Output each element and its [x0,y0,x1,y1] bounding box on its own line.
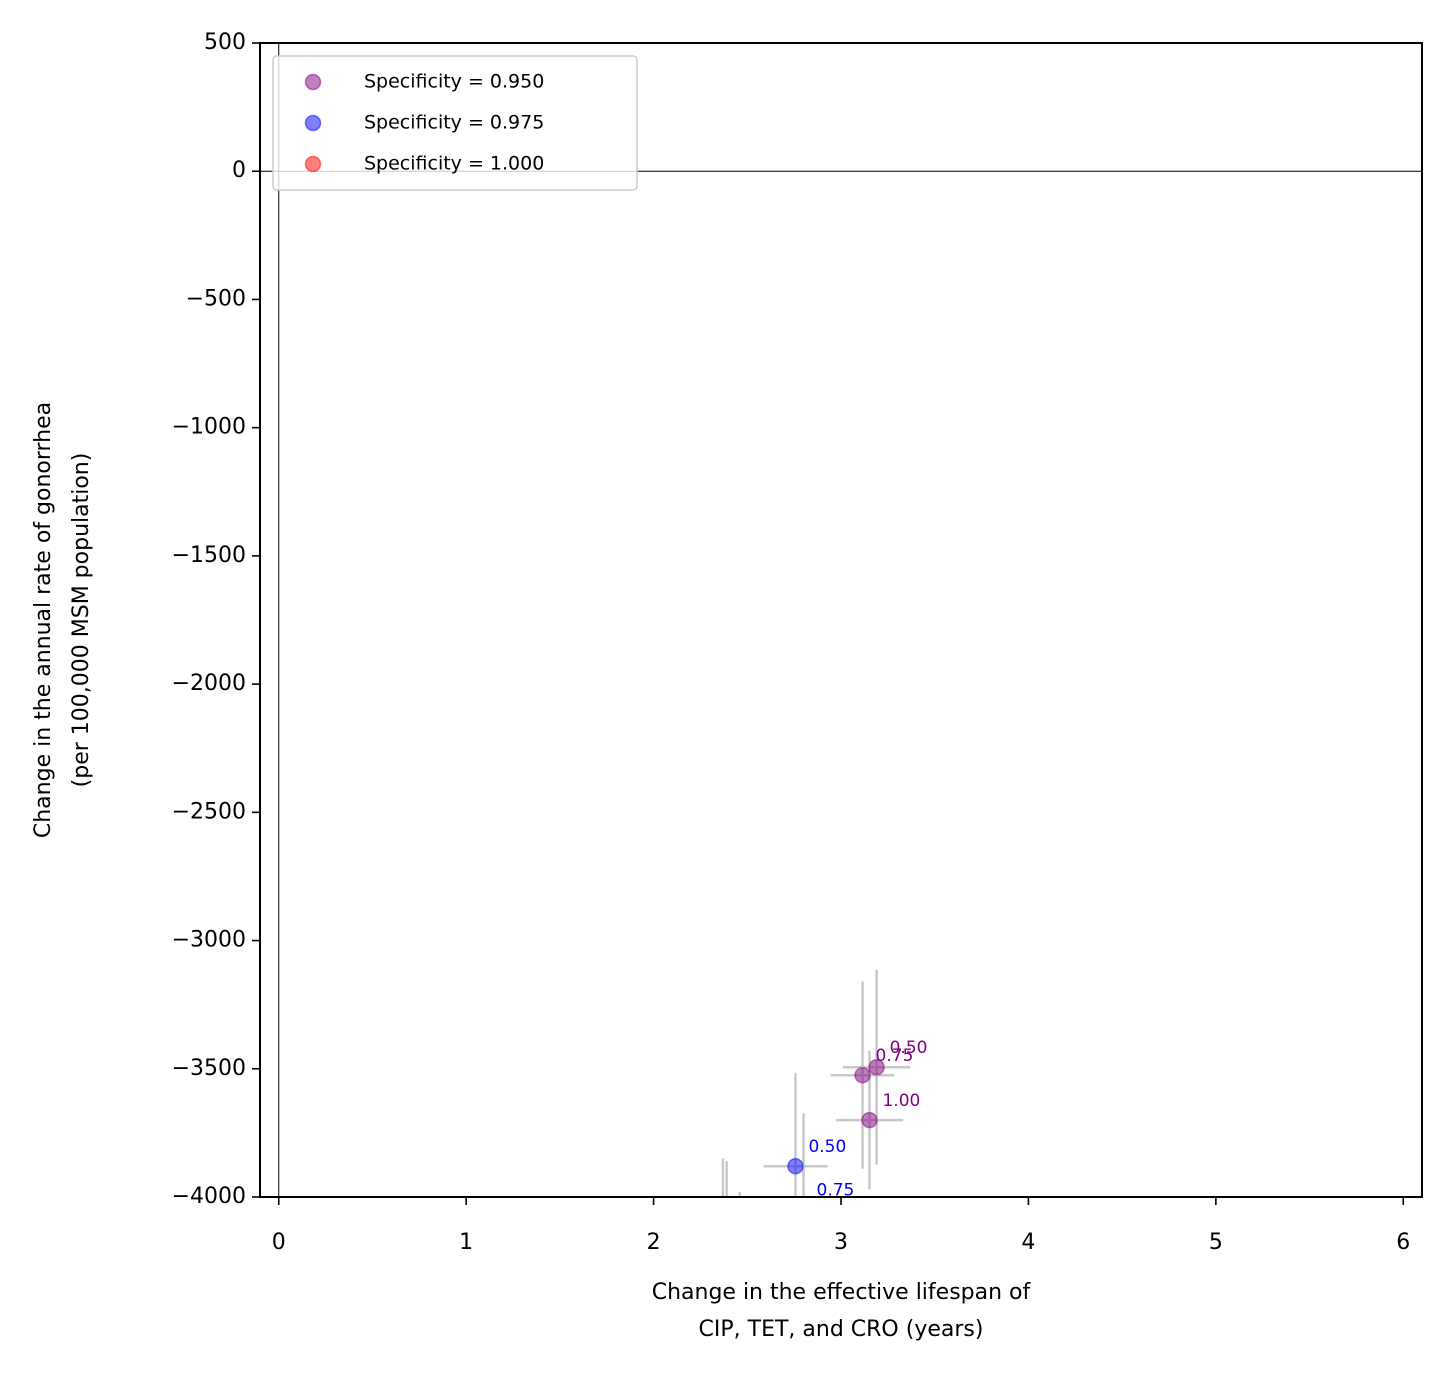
y-tick-label: −3000 [172,928,246,953]
legend-box [272,55,638,191]
point [861,1111,878,1129]
x-axis-title: Change in the effective lifespan of [652,1280,1032,1305]
x-tick-label: 3 [834,1230,848,1255]
y-tick-label: −1500 [172,543,246,568]
x-tick-label: 6 [1396,1230,1410,1255]
y-tick-label: −2500 [172,799,246,824]
y-tick-label: 500 [204,30,246,55]
x-tick-label: 2 [647,1230,661,1255]
x-tick-label: 5 [1209,1230,1223,1255]
y-tick-label: −3500 [172,1056,246,1081]
y-tick-label: 0 [232,158,246,183]
y-tick-label: −2000 [172,671,246,696]
point [787,1157,804,1175]
y-axis-title: (per 100,000 MSM population) [69,453,94,788]
point-label: 1.00 [882,1091,920,1111]
y-tick-label: −4000 [172,1184,246,1209]
legend-marker [304,73,322,91]
x-tick-label: 4 [1021,1230,1035,1255]
legend-label: Specificity = 1.000 [364,153,544,175]
point-label: 0.75 [876,1046,914,1066]
y-tick-label: −500 [186,286,246,311]
y-tick-label: −1000 [172,415,246,440]
x-tick-label: 1 [459,1230,473,1255]
point-label: 0.50 [890,1038,928,1058]
point [868,1058,885,1076]
legend-marker [304,155,322,173]
legend-label: Specificity = 0.950 [364,71,544,93]
legend-marker [304,114,322,132]
x-tick-label: 0 [272,1230,286,1255]
x-axis-title: CIP, TET, and CRO (years) [699,1317,984,1342]
point [854,1066,871,1084]
y-axis-title: Change in the annual rate of gonorrhea [31,402,56,838]
point-label: 0.75 [817,1180,855,1200]
legend-label: Specificity = 0.975 [364,112,544,134]
point-label: 0.50 [808,1137,846,1157]
plot-area [260,43,1422,1197]
